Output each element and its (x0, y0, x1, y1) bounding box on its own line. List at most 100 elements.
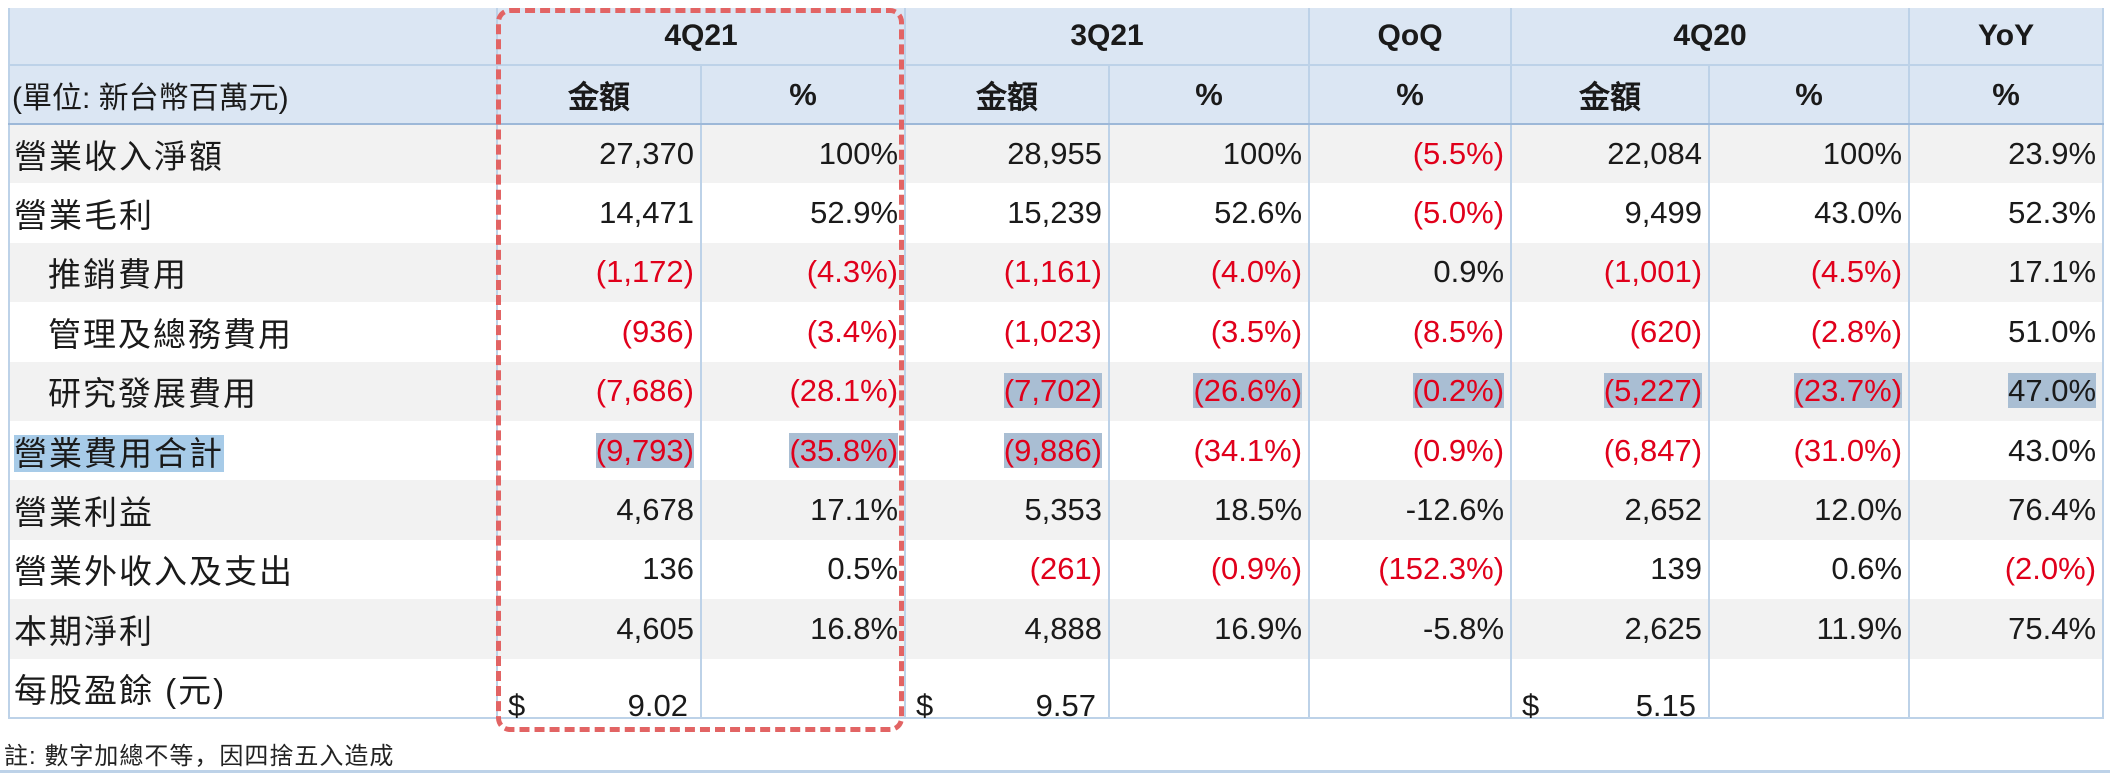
table-cell[interactable]: 136 (496, 539, 702, 600)
table-cell[interactable]: (2.0%) (1908, 539, 2105, 600)
eps-4q20[interactable]: $5.15 (1510, 658, 1711, 723)
eps-3q21[interactable]: $9.57 (904, 658, 1111, 723)
table-cell[interactable]: (5,227) (1510, 361, 1711, 421)
table-cell[interactable]: 4,678 (496, 480, 702, 540)
table-cell[interactable]: 100% (699, 124, 907, 184)
table-cell[interactable]: (8.5%) (1308, 302, 1513, 362)
table-cell[interactable]: (23.7%) (1708, 361, 1911, 421)
table-cell[interactable]: (35.8%) (699, 420, 907, 481)
table-cell[interactable]: (7,686) (496, 361, 702, 421)
table-cell[interactable]: 0.5% (699, 539, 907, 600)
empty-cell[interactable] (1308, 658, 1513, 719)
row-label[interactable]: 管理及總務費用 (8, 302, 498, 362)
table-cell[interactable]: (0.9%) (1108, 539, 1311, 600)
table-cell[interactable]: -12.6% (1308, 480, 1513, 540)
table-cell[interactable]: 4,605 (496, 599, 702, 659)
table-cell[interactable]: 15,239 (904, 183, 1111, 243)
table-cell[interactable]: 0.6% (1708, 539, 1911, 600)
table-cell[interactable]: (152.3%) (1308, 539, 1513, 600)
table-cell[interactable]: 17.1% (1908, 242, 2105, 303)
table-cell[interactable]: (31.0%) (1708, 420, 1911, 481)
table-cell[interactable]: (261) (904, 539, 1111, 600)
table-cell[interactable]: 52.3% (1908, 183, 2105, 243)
table-cell[interactable]: 2,652 (1510, 480, 1711, 540)
empty-cell[interactable] (1708, 658, 1911, 719)
table-cell[interactable]: 139 (1510, 539, 1711, 600)
table-cell[interactable]: (9,793) (496, 420, 702, 481)
table-cell[interactable]: (1,161) (904, 242, 1111, 303)
table-cell[interactable]: (4.0%) (1108, 242, 1311, 303)
empty-cell[interactable] (1908, 658, 2105, 719)
table-cell[interactable]: 4,888 (904, 599, 1111, 659)
col-header-pct: % (1308, 65, 1513, 125)
table-cell[interactable]: (4.3%) (699, 242, 907, 303)
table-cell[interactable]: 75.4% (1908, 599, 2105, 659)
table-cell[interactable]: (1,172) (496, 242, 702, 303)
table-row[interactable]: 營業收入淨額 27,370 100% 28,955 100% (5.5%) 22,084 10… (8, 124, 2105, 184)
table-cell[interactable]: 16.9% (1108, 599, 1311, 659)
table-cell[interactable]: 18.5% (1108, 480, 1311, 540)
table-cell[interactable]: 23.9% (1908, 124, 2105, 184)
table-row[interactable]: 營業外收入及支出 136 0.5% (261) (0.9%) (152.3%) 139 0.6… (8, 539, 2105, 600)
row-label[interactable]: 營業利益 (8, 480, 498, 540)
table-row[interactable]: 營業費用合計 (9,793) (35.8%) (9,886) (34.1%) (0.9%)… (8, 420, 2105, 481)
table-cell[interactable]: (6,847) (1510, 420, 1711, 481)
table-row[interactable]: 營業毛利 14,471 52.9% 15,239 52.6% (5.0%) 9,499 43.… (8, 183, 2105, 243)
table-cell[interactable]: 100% (1108, 124, 1311, 184)
table-row[interactable]: 營業利益 4,678 17.1% 5,353 18.5% -12.6% 2,652 12.0%… (8, 480, 2105, 540)
table-cell[interactable]: (2.8%) (1708, 302, 1911, 362)
row-label[interactable]: 營業外收入及支出 (8, 539, 498, 600)
table-cell[interactable]: 43.0% (1908, 420, 2105, 481)
table-row[interactable]: 推銷費用 (1,172) (4.3%) (1,161) (4.0%) 0.9% (1,001… (8, 242, 2105, 303)
table-cell[interactable]: 76.4% (1908, 480, 2105, 540)
table-cell[interactable]: (34.1%) (1108, 420, 1311, 481)
table-row[interactable]: 管理及總務費用 (936) (3.4%) (1,023) (3.5%) (8.5%) (62… (8, 302, 2105, 362)
table-cell[interactable]: (620) (1510, 302, 1711, 362)
table-cell[interactable]: 17.1% (699, 480, 907, 540)
table-cell[interactable]: 9,499 (1510, 183, 1711, 243)
table-cell[interactable]: (26.6%) (1108, 361, 1311, 421)
table-cell[interactable]: 22,084 (1510, 124, 1711, 184)
table-cell[interactable]: 100% (1708, 124, 1911, 184)
row-label[interactable]: 營業毛利 (8, 183, 498, 243)
table-cell[interactable]: (0.2%) (1308, 361, 1513, 421)
table-cell[interactable]: (4.5%) (1708, 242, 1911, 303)
table-cell[interactable]: (1,001) (1510, 242, 1711, 303)
table-cell[interactable]: 52.9% (699, 183, 907, 243)
eps-row[interactable]: 每股盈餘 (元) $9.02 $9.57 $5.15 (8, 658, 2105, 723)
table-cell[interactable]: (5.0%) (1308, 183, 1513, 243)
empty-cell[interactable] (699, 658, 907, 719)
table-cell[interactable]: 0.9% (1308, 242, 1513, 303)
table-cell[interactable]: 12.0% (1708, 480, 1911, 540)
row-label[interactable]: 營業費用合計 (8, 420, 498, 481)
table-cell[interactable]: 2,625 (1510, 599, 1711, 659)
table-cell[interactable]: -5.8% (1308, 599, 1513, 659)
table-cell[interactable]: (28.1%) (699, 361, 907, 421)
row-label[interactable]: 推銷費用 (8, 242, 498, 303)
table-cell[interactable]: 16.8% (699, 599, 907, 659)
table-cell[interactable]: (936) (496, 302, 702, 362)
table-cell[interactable]: 43.0% (1708, 183, 1911, 243)
table-row[interactable]: 研究發展費用 (7,686) (28.1%) (7,702) (26.6%) (0.2%)… (8, 361, 2105, 421)
table-cell[interactable]: 5,353 (904, 480, 1111, 540)
table-cell[interactable]: (3.4%) (699, 302, 907, 362)
table-cell[interactable]: 28,955 (904, 124, 1111, 184)
table-cell[interactable]: 27,370 (496, 124, 702, 184)
empty-cell[interactable] (1108, 658, 1311, 719)
row-label[interactable]: 研究發展費用 (8, 361, 498, 421)
table-cell[interactable]: 47.0% (1908, 361, 2105, 421)
table-cell[interactable]: (7,702) (904, 361, 1111, 421)
row-label[interactable]: 營業收入淨額 (8, 124, 498, 184)
table-cell[interactable]: 52.6% (1108, 183, 1311, 243)
table-cell[interactable]: 11.9% (1708, 599, 1911, 659)
row-label[interactable]: 本期淨利 (8, 599, 498, 659)
table-cell[interactable]: 14,471 (496, 183, 702, 243)
table-row[interactable]: 本期淨利 4,605 16.8% 4,888 16.9% -5.8% 2,625 11.9% 7… (8, 599, 2105, 659)
table-cell[interactable]: (5.5%) (1308, 124, 1513, 184)
table-cell[interactable]: 51.0% (1908, 302, 2105, 362)
eps-4q21[interactable]: $9.02 (496, 658, 702, 723)
table-cell[interactable]: (3.5%) (1108, 302, 1311, 362)
table-cell[interactable]: (0.9%) (1308, 420, 1513, 481)
table-cell[interactable]: (1,023) (904, 302, 1111, 362)
table-cell[interactable]: (9,886) (904, 420, 1111, 481)
